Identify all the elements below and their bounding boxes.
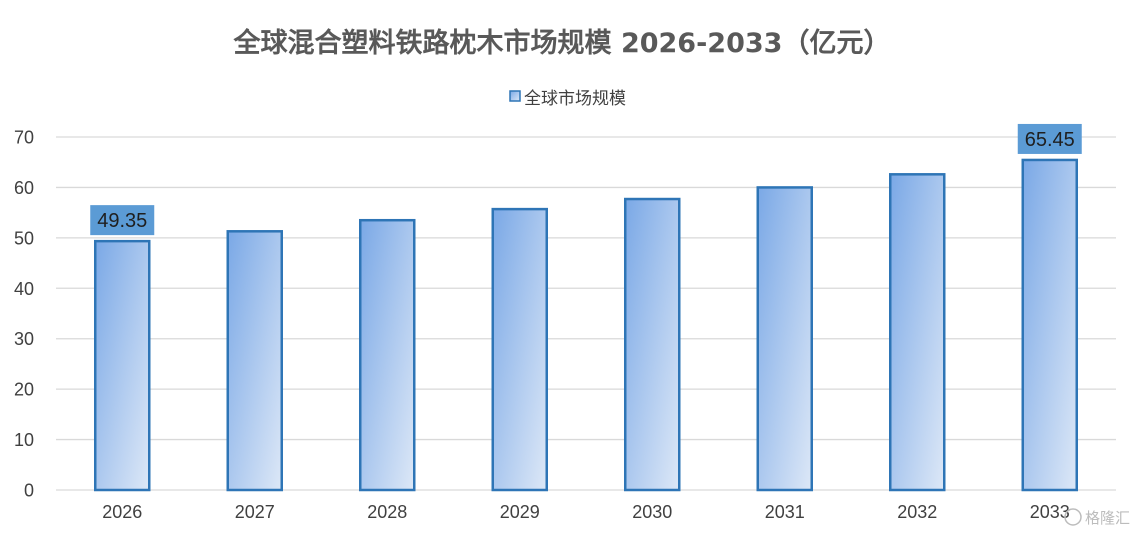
y-tick-label: 20 — [14, 380, 34, 400]
x-tick-label: 2028 — [367, 502, 407, 522]
y-tick-label: 50 — [14, 228, 34, 248]
x-tick-label: 2032 — [897, 502, 937, 522]
bars — [94, 158, 1078, 492]
legend-label: 全球市场规模 — [524, 89, 626, 109]
bar-2026 — [94, 239, 151, 492]
x-tick-label: 2027 — [235, 502, 275, 522]
watermark: 格隆汇 — [1064, 508, 1130, 527]
y-tick-label: 70 — [14, 128, 34, 148]
watermark-text: 格隆汇 — [1085, 509, 1130, 527]
x-tick-label: 2029 — [500, 502, 540, 522]
legend: 全球市场规模 — [509, 89, 626, 109]
data-label-box — [1017, 123, 1082, 154]
y-tick-label: 60 — [14, 178, 34, 198]
data-label-text: 49.35 — [97, 210, 147, 232]
watermark-logo-icon — [1064, 508, 1082, 526]
x-tick-label: 2033 — [1030, 502, 1070, 522]
y-tick-label: 0 — [24, 481, 34, 501]
x-tick-label: 2030 — [632, 502, 672, 522]
data-label-text: 65.45 — [1025, 129, 1075, 151]
gridlines — [56, 136, 1116, 491]
bar-2033 — [1021, 158, 1078, 492]
bar-2029 — [491, 207, 548, 492]
bar-2030 — [624, 197, 681, 492]
y-tick-label: 10 — [14, 430, 34, 450]
bar-2031 — [756, 186, 813, 492]
bar-2027 — [226, 230, 283, 492]
y-axis-ticks: 0 10 20 30 40 50 60 70 — [14, 128, 34, 501]
data-label-2033: 65.45 — [1017, 123, 1082, 154]
y-tick-label: 30 — [14, 329, 34, 349]
x-axis-ticks: 2026 2027 2028 2029 2030 2031 2032 2033 — [102, 502, 1070, 522]
data-labels: 49.35 65.45 — [90, 123, 1082, 236]
bar-2032 — [889, 173, 946, 492]
bar-2028 — [359, 218, 416, 492]
data-label-box — [90, 205, 155, 236]
x-tick-label: 2031 — [765, 502, 805, 522]
legend-swatch — [509, 90, 521, 102]
data-label-2026: 49.35 — [90, 205, 155, 236]
chart-title: 全球混合塑料铁路枕木市场规模 2026-2033（亿元） — [233, 27, 891, 59]
x-tick-label: 2026 — [102, 502, 142, 522]
y-tick-label: 40 — [14, 279, 34, 299]
